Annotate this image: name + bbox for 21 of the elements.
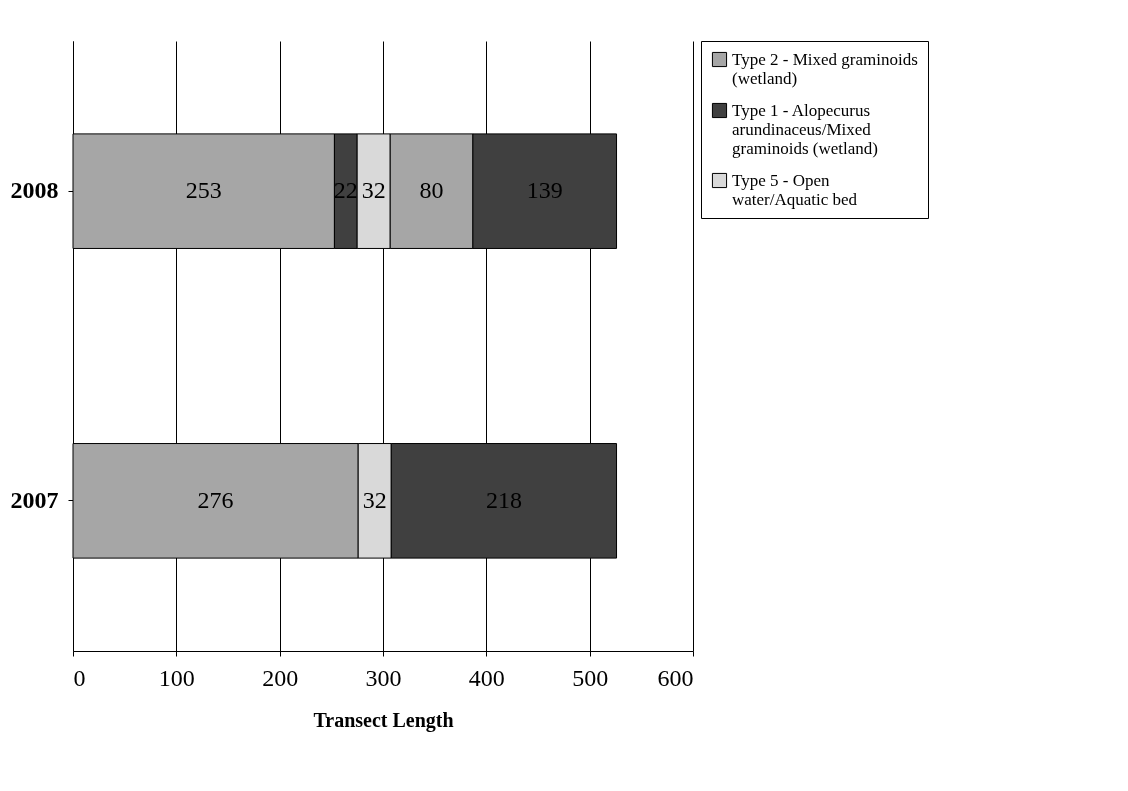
data-label: 218 <box>485 486 522 513</box>
x-tick-label: 200 <box>262 664 299 691</box>
data-label: 32 <box>362 486 387 513</box>
data-label: 276 <box>197 486 234 513</box>
data-label: 22 <box>333 177 358 204</box>
x-tick-label: 300 <box>365 664 402 691</box>
legend-label: Type 5 - Open water/Aquatic bed <box>732 170 858 209</box>
x-tick-label: 500 <box>572 664 609 691</box>
legend-label: Type 1 - Alopecurus arundinaceus/Mixed graminoids (wetland) <box>732 100 878 158</box>
x-tick-label: 400 <box>468 664 505 691</box>
data-label: 253 <box>185 177 222 204</box>
x-axis-title: Transect Length <box>313 708 454 732</box>
y-tick-label: 2008 <box>10 177 59 204</box>
legend-label: Type 2 - Mixed graminoids (wetland) <box>732 49 918 88</box>
x-tick-label: 600 <box>657 664 694 691</box>
data-label: 80 <box>419 177 444 204</box>
y-tick-label: 2007 <box>10 486 59 513</box>
x-tick-label: 100 <box>158 664 195 691</box>
data-label: 32 <box>361 177 386 204</box>
x-tick-label: 0 <box>73 664 86 691</box>
data-label: 139 <box>526 177 563 204</box>
